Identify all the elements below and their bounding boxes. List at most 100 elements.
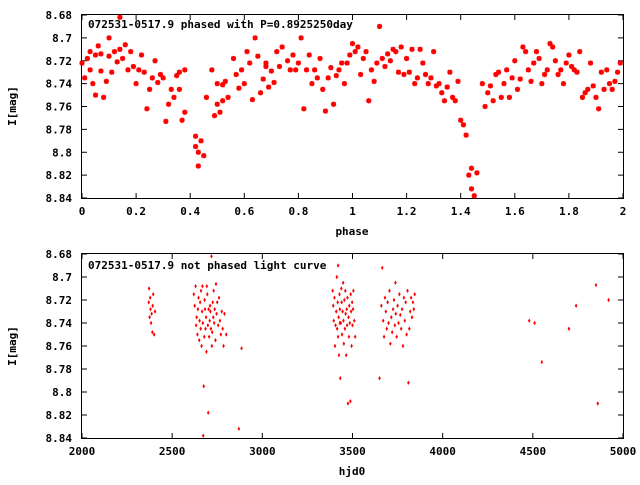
phased-data-point bbox=[117, 14, 123, 20]
unphased-data-point bbox=[402, 295, 406, 300]
phased-data-point bbox=[217, 109, 223, 115]
phased-data-point bbox=[387, 58, 393, 64]
phased-data-point bbox=[376, 23, 383, 30]
unphased-data-point bbox=[393, 323, 397, 328]
phased-data-point bbox=[344, 60, 350, 66]
unphased-data-point bbox=[209, 326, 213, 331]
unphased-x-tick-label: 3000 bbox=[249, 445, 276, 458]
unphased-data-point bbox=[596, 401, 600, 406]
phased-data-point bbox=[452, 98, 458, 104]
phased-data-point bbox=[98, 68, 104, 74]
phased-x-tick-label: 1.8 bbox=[559, 205, 579, 218]
phased-data-point bbox=[412, 81, 418, 87]
unphased-data-point bbox=[384, 309, 388, 314]
phased-data-point bbox=[320, 86, 326, 92]
unphased-data-point bbox=[202, 384, 206, 389]
phased-data-point bbox=[517, 76, 523, 82]
unphased-data-point bbox=[338, 376, 342, 381]
phased-data-point bbox=[593, 94, 599, 100]
phased-data-point bbox=[382, 63, 388, 70]
phased-data-point bbox=[92, 52, 99, 58]
phased-data-point bbox=[233, 71, 239, 78]
phased-data-point bbox=[165, 101, 172, 107]
phased-data-point bbox=[485, 90, 491, 96]
phased-data-point bbox=[257, 90, 264, 96]
phased-data-point bbox=[506, 94, 512, 100]
unphased-data-point bbox=[349, 399, 352, 404]
phased-x-axis-label: phase bbox=[335, 225, 368, 238]
phased-data-point bbox=[276, 63, 283, 70]
phased-y-tick-label: 8.68 bbox=[46, 9, 73, 22]
unphased-data-point bbox=[351, 307, 355, 312]
unphased-data-point bbox=[206, 323, 210, 328]
phased-data-point bbox=[133, 81, 139, 87]
unphased-data-point bbox=[411, 300, 415, 305]
phased-data-point bbox=[404, 55, 410, 62]
unphased-data-point bbox=[214, 281, 218, 287]
unphased-data-point bbox=[385, 326, 389, 331]
phased-data-point bbox=[514, 86, 521, 92]
phased-y-tick-label: 8.8 bbox=[52, 146, 72, 159]
phased-data-point bbox=[114, 59, 120, 65]
phased-data-point bbox=[582, 90, 588, 96]
unphased-data-point bbox=[213, 307, 217, 312]
phased-data-point bbox=[374, 60, 380, 66]
phased-data-point bbox=[141, 69, 147, 75]
phased-data-point bbox=[268, 68, 274, 74]
phased-data-point bbox=[314, 75, 320, 81]
phased-data-point bbox=[333, 73, 339, 79]
phased-data-point bbox=[222, 78, 228, 84]
unphased-data-point bbox=[201, 433, 205, 438]
phased-data-point bbox=[417, 46, 423, 52]
phased-data-point bbox=[263, 63, 269, 70]
phased-data-point bbox=[203, 94, 210, 100]
phased-data-point bbox=[385, 51, 391, 57]
unphased-data-point bbox=[149, 307, 152, 312]
phased-data-point bbox=[395, 69, 402, 75]
phased-data-point bbox=[579, 94, 586, 100]
phased-data-point bbox=[174, 73, 180, 79]
unphased-data-point bbox=[193, 303, 197, 308]
unphased-data-point bbox=[216, 323, 220, 328]
phased-data-point bbox=[122, 42, 128, 48]
phased-data-point bbox=[322, 108, 329, 114]
phased-data-point bbox=[482, 103, 488, 110]
unphased-data-point bbox=[210, 254, 213, 259]
unphased-data-point bbox=[340, 300, 343, 305]
phased-data-point bbox=[176, 86, 182, 92]
phased-data-point bbox=[431, 49, 437, 55]
unphased-data-point bbox=[211, 300, 215, 305]
phased-y-tick-label: 8.7 bbox=[52, 32, 72, 45]
unphased-data-point bbox=[201, 320, 205, 326]
phased-data-point bbox=[474, 170, 480, 176]
phased-y-tick-label: 8.78 bbox=[46, 123, 73, 136]
phased-data-point bbox=[298, 35, 304, 41]
phased-data-point bbox=[290, 52, 296, 58]
unphased-data-point bbox=[389, 315, 393, 320]
unphased-data-point bbox=[194, 323, 198, 328]
unphased-data-point bbox=[347, 334, 351, 339]
unphased-data-point bbox=[201, 284, 204, 289]
unphased-x-tick-label: 3500 bbox=[339, 445, 366, 458]
phased-data-point bbox=[87, 67, 93, 73]
phased-data-point bbox=[252, 35, 258, 41]
phased-x-tick-label: 1.4 bbox=[451, 205, 471, 218]
phased-data-point bbox=[125, 67, 131, 73]
unphased-x-tick-label: 4500 bbox=[520, 445, 547, 458]
phased-data-point bbox=[409, 46, 415, 52]
unphased-data-point bbox=[208, 318, 211, 323]
phased-data-point bbox=[214, 101, 220, 107]
unphased-data-point bbox=[410, 315, 414, 320]
phased-data-point bbox=[563, 60, 569, 66]
unphased-y-tick-label: 8.76 bbox=[46, 340, 73, 353]
phased-data-point bbox=[87, 49, 93, 55]
unphased-data-point bbox=[335, 274, 339, 280]
unphased-data-point bbox=[346, 401, 350, 406]
phased-data-point bbox=[201, 153, 207, 159]
unphased-data-point bbox=[389, 341, 392, 346]
phased-data-point bbox=[82, 75, 88, 81]
unphased-data-point bbox=[240, 346, 243, 351]
phased-data-point bbox=[614, 69, 621, 75]
unphased-data-point bbox=[219, 332, 223, 337]
